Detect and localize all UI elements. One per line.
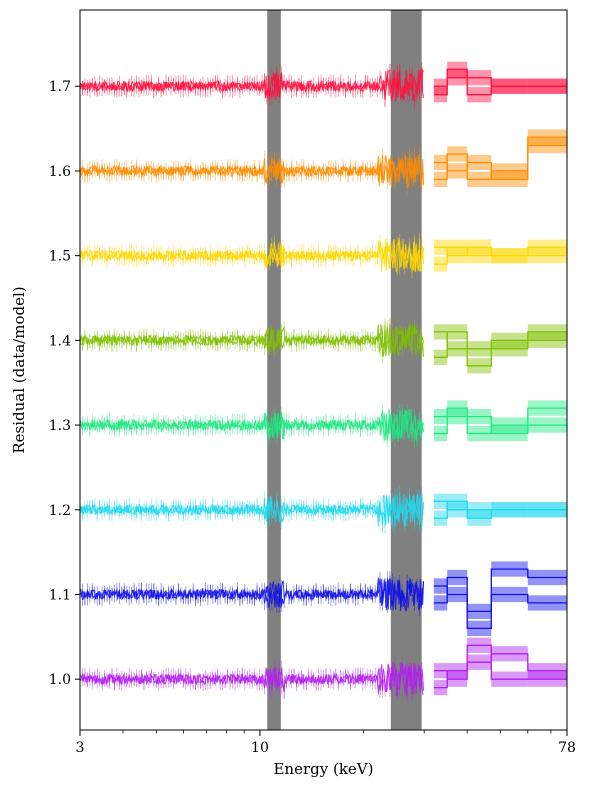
axis-ticks: 1.0 1.1 1.2 1.3 1.4 1.5 1.6 1.7 3 10 78 (49, 79, 576, 756)
series-6-step (433, 585, 567, 613)
y-tick-label: 1.4 (49, 333, 71, 349)
series-4-step (433, 415, 567, 435)
series-2-trace (79, 238, 424, 273)
series-0 (79, 61, 567, 109)
x-axis-label: Energy (keV) (273, 760, 373, 778)
series-7-step (433, 644, 567, 680)
series-0-trace (79, 68, 424, 102)
series-5-trace (79, 493, 424, 527)
series-7 (79, 637, 567, 703)
series-4-step (433, 407, 567, 435)
series-5-step (433, 500, 567, 511)
series-1-trace (79, 154, 424, 189)
series-5 (79, 486, 567, 534)
x-tick-label: 10 (251, 740, 269, 756)
y-tick-label: 1.3 (49, 418, 71, 434)
series-4-trace (79, 408, 424, 443)
y-tick-label: 1.1 (49, 587, 71, 603)
y-tick-label: 1.6 (49, 164, 71, 180)
y-tick-label: 1.2 (49, 503, 71, 519)
series-6-trace (79, 576, 424, 612)
series-4 (79, 400, 567, 448)
series-3-step (433, 331, 567, 350)
y-tick-label: 1.5 (49, 249, 71, 265)
shaded-bands (267, 10, 422, 730)
shaded-band-1 (390, 10, 422, 730)
series-3 (79, 317, 567, 374)
series-0-step (433, 77, 567, 96)
series-2-trace (79, 237, 424, 273)
series-6 (79, 561, 567, 636)
series-3-trace (79, 324, 424, 357)
series-group (79, 61, 567, 703)
y-tick-label: 1.0 (49, 672, 71, 688)
shaded-band-0 (267, 10, 281, 730)
series-3-trace (79, 324, 424, 357)
series-2 (79, 232, 567, 279)
plot-frame (79, 9, 568, 731)
series-1-step (433, 144, 567, 181)
series-2-step (433, 246, 567, 257)
x-tick-label: 78 (558, 740, 576, 756)
series-1 (79, 129, 567, 195)
y-tick-label: 1.7 (49, 79, 71, 95)
y-axis-label: Residual (data/model) (10, 286, 28, 453)
series-7-trace (79, 662, 424, 696)
x-tick-label: 3 (76, 740, 85, 756)
